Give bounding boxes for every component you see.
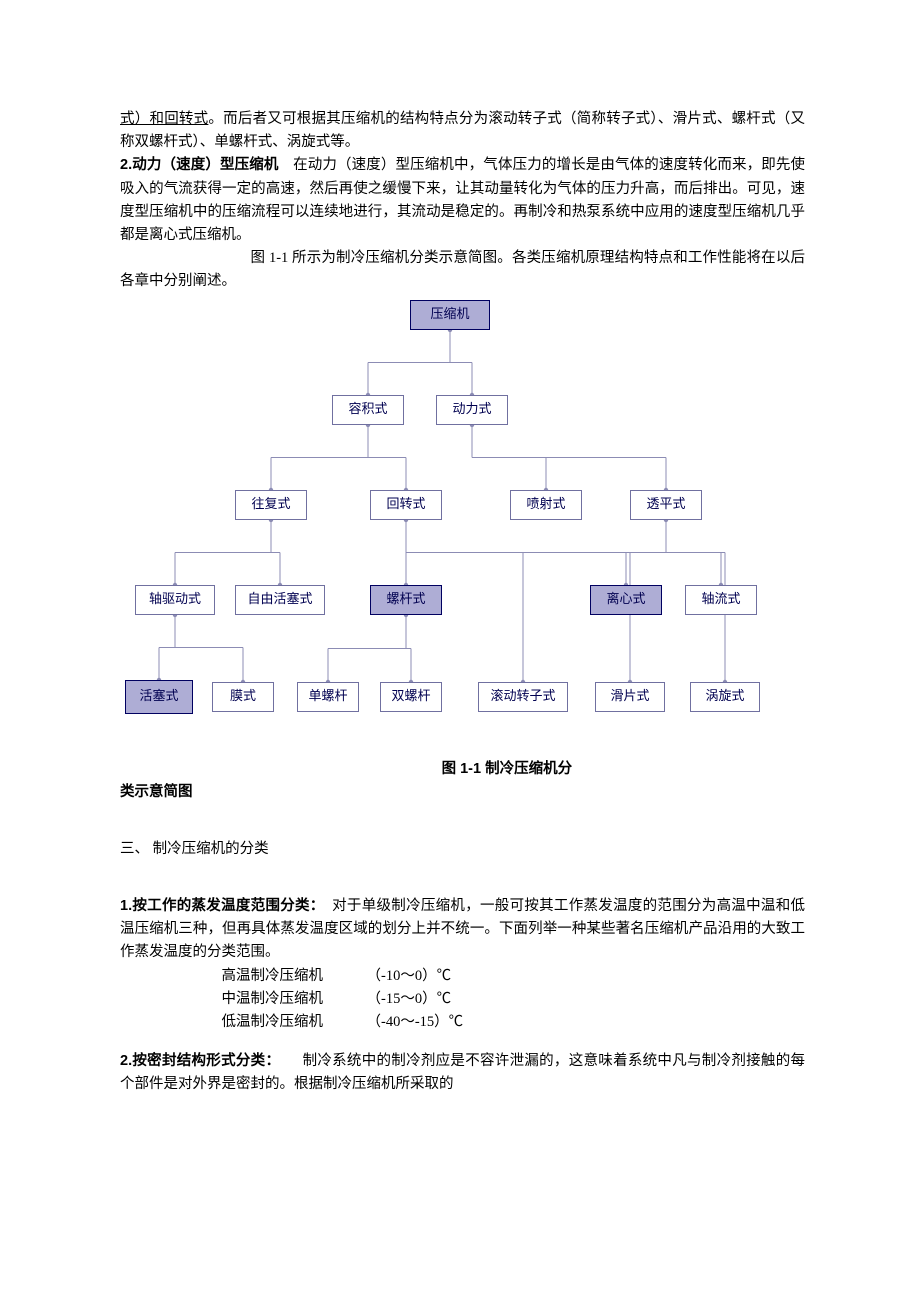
diagram-connectors: [120, 300, 810, 740]
figure-caption-cont: 类示意简图: [120, 781, 805, 804]
cell: 中温制冷压缩机: [222, 988, 367, 1011]
temperature-table: 高温制冷压缩机 （-10～0）℃ 中温制冷压缩机 （-15～0）℃ 低温制冷压缩…: [222, 965, 806, 1035]
cell: （-15～0）℃: [367, 988, 512, 1011]
node-sscrew: 单螺杆: [297, 682, 359, 712]
node-scroll: 涡旋式: [690, 682, 760, 712]
node-rec: 往复式: [235, 490, 307, 520]
node-vol: 容积式: [332, 395, 404, 425]
paragraph-3b: 2.按密封结构形式分类： 制冷系统中的制冷剂应是不容许泄漏的，这意味着系统中凡与…: [120, 1050, 805, 1096]
p1-rest: 。而后者又可根据其压缩机的结构特点分为滚动转子式（简称转子式）、滑片式、螺杆式（…: [120, 111, 805, 150]
heading-2: 2.动力（速度）型压缩机: [120, 157, 279, 173]
cell: 高温制冷压缩机: [222, 965, 367, 988]
table-row: 低温制冷压缩机 （-40～-15）℃: [222, 1011, 806, 1034]
p1-underlined: 式）和回转式: [120, 111, 208, 127]
table-row: 中温制冷压缩机 （-15～0）℃: [222, 988, 806, 1011]
node-rot: 回转式: [370, 490, 442, 520]
node-free: 自由活塞式: [235, 585, 325, 615]
paragraph-3: 图 1-1 所示为制冷压缩机分类示意简图。各类压缩机原理结构特点和工作性能将在以…: [120, 247, 805, 293]
cell: 低温制冷压缩机: [222, 1011, 367, 1034]
node-dyn: 动力式: [436, 395, 508, 425]
p3-body: 图 1-1 所示为制冷压缩机分类示意简图。各类压缩机原理结构特点和工作性能将在以…: [120, 250, 805, 289]
node-vane: 滑片式: [595, 682, 665, 712]
node-root: 压缩机: [410, 300, 490, 330]
node-turb: 透平式: [630, 490, 702, 520]
node-jet: 喷射式: [510, 490, 582, 520]
node-piston: 活塞式: [125, 680, 193, 714]
heading-3b: 2.按密封结构形式分类：: [120, 1053, 273, 1069]
node-roll: 滚动转子式: [478, 682, 568, 712]
cell: （-10～0）℃: [367, 965, 512, 988]
node-memb: 膜式: [212, 682, 274, 712]
paragraph-3a: 1.按工作的蒸发温度范围分类： 对于单级制冷压缩机，一般可按其工作蒸发温度的范围…: [120, 895, 805, 965]
heading-3a: 1.按工作的蒸发温度范围分类：: [120, 898, 317, 914]
caption-part1: 图 1-1 制冷压缩机分: [120, 758, 572, 781]
compressor-tree-diagram: 压缩机容积式 动力式往复式 回转式 喷射式 透平式轴驱动式自由活塞式 螺杆式 离心式轴流式活…: [120, 300, 810, 740]
caption-part2: 类示意简图: [120, 781, 193, 804]
cell: （-40～-15）℃: [367, 1011, 512, 1034]
figure-caption: 图 1-1 制冷压缩机分: [120, 758, 805, 781]
document-page: 式）和回转式。而后者又可根据其压缩机的结构特点分为滚动转子式（简称转子式）、滑片…: [0, 0, 920, 1137]
table-row: 高温制冷压缩机 （-10～0）℃: [222, 965, 806, 988]
node-shaft: 轴驱动式: [135, 585, 215, 615]
node-screw: 螺杆式: [370, 585, 442, 615]
node-cent: 离心式: [590, 585, 662, 615]
node-axial: 轴流式: [685, 585, 757, 615]
paragraph-2: 2.动力（速度）型压缩机 在动力（速度）型压缩机中，气体压力的增长是由气体的速度…: [120, 154, 805, 247]
paragraph-1: 式）和回转式。而后者又可根据其压缩机的结构特点分为滚动转子式（简称转子式）、滑片…: [120, 108, 805, 154]
node-dscrew: 双螺杆: [380, 682, 442, 712]
section-3-title: 三、 制冷压缩机的分类: [120, 838, 805, 861]
